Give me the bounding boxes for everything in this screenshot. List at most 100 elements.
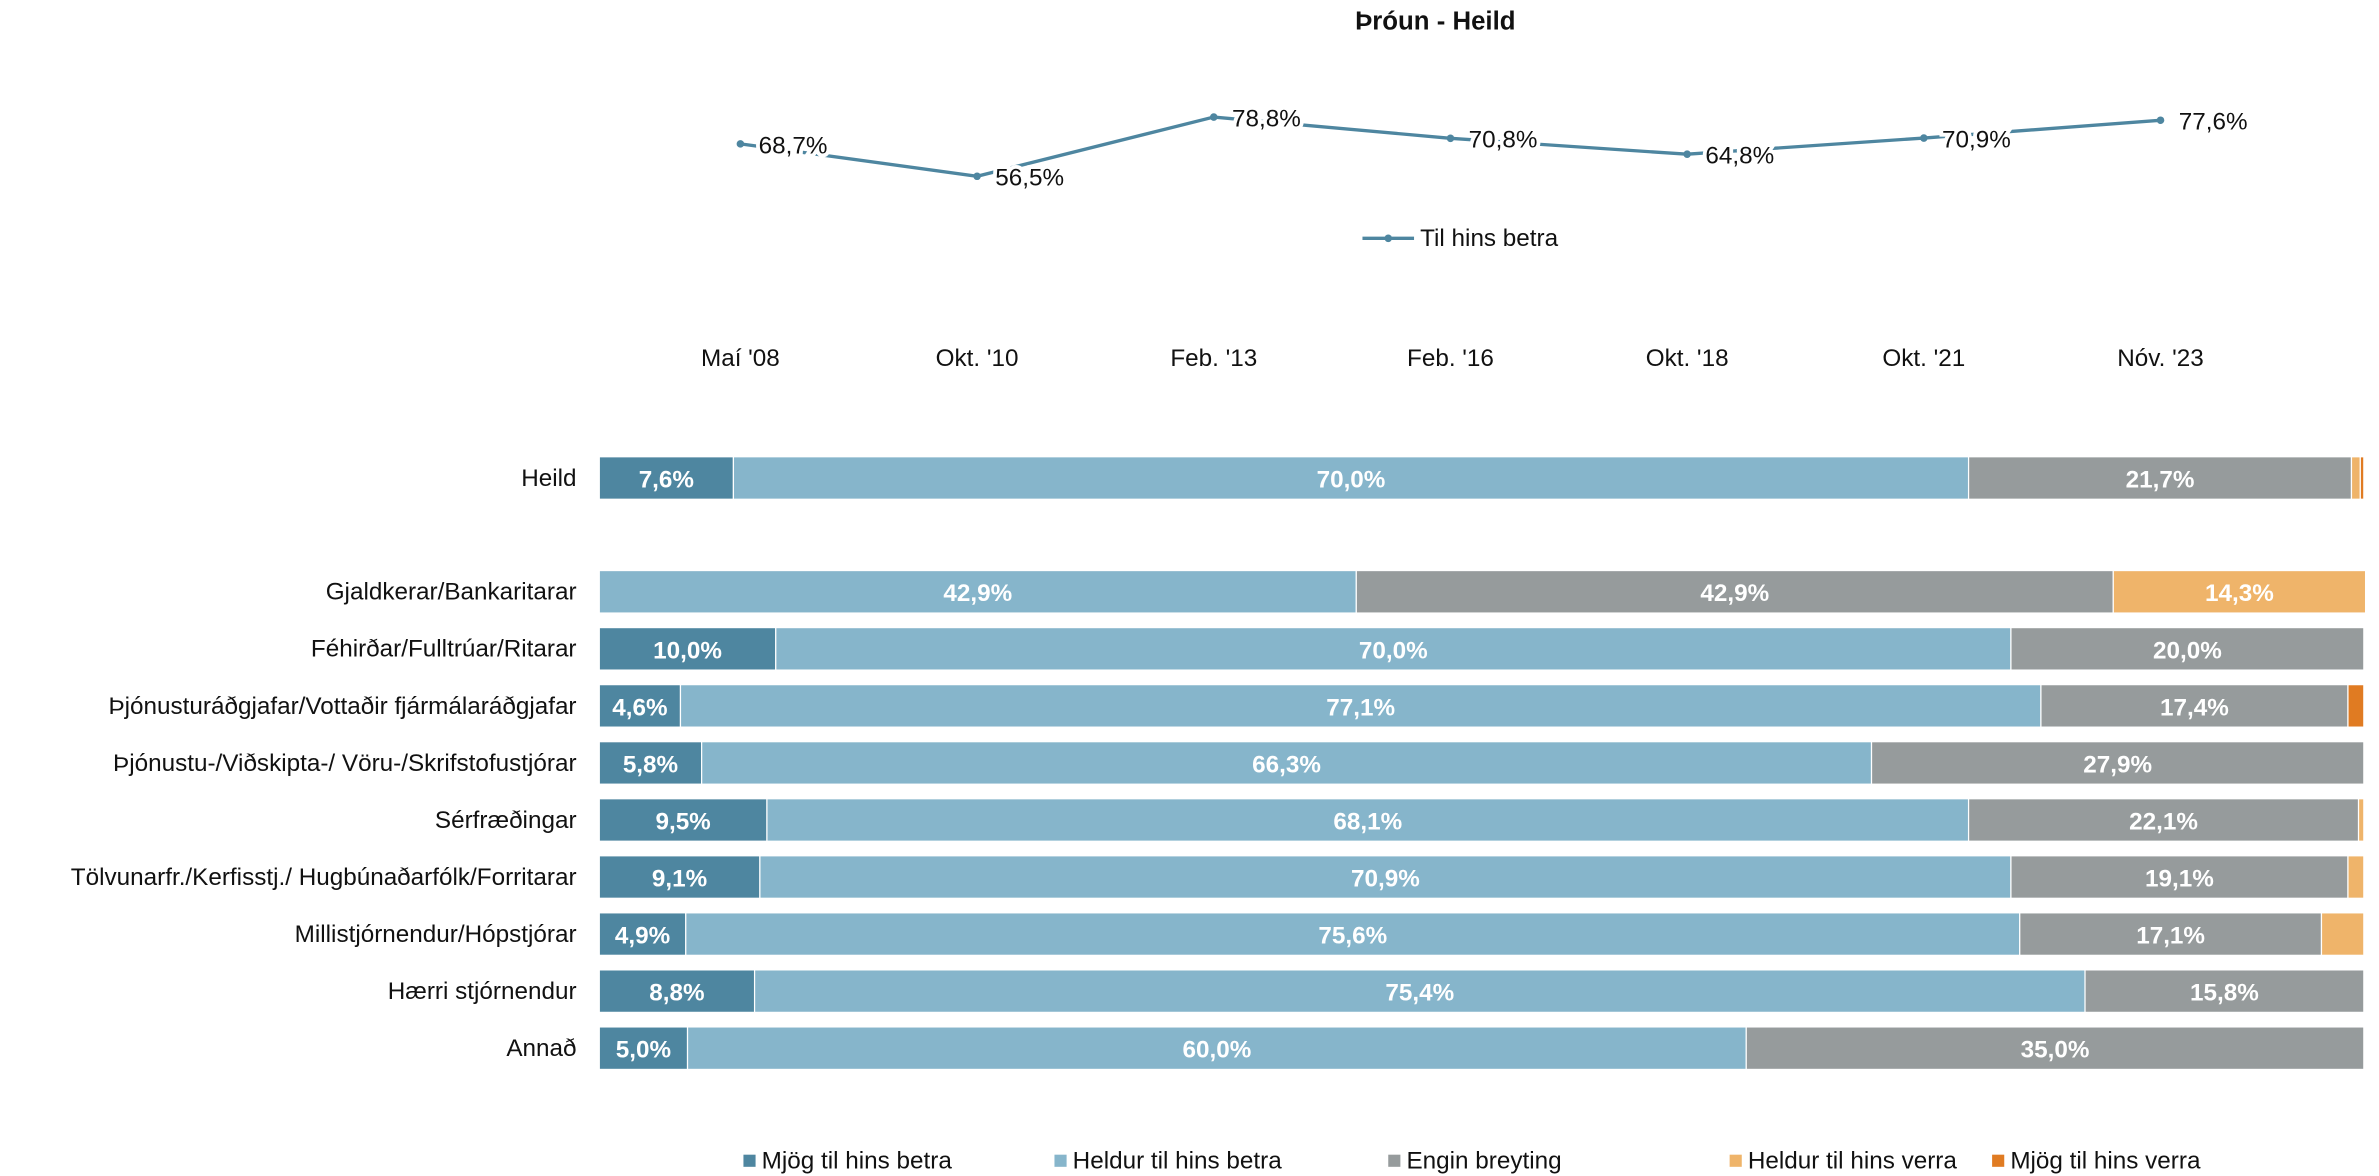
x-tick-label: Okt. '10 — [936, 345, 1019, 372]
bar-segment — [2359, 456, 2365, 500]
data-label: 7,6% — [639, 466, 694, 493]
data-label: 22,1% — [2129, 808, 2198, 835]
x-tick-label: Maí '08 — [701, 345, 780, 372]
bar-segment — [701, 741, 1873, 785]
y-tick-label: Gjaldkerar/Bankaritarar — [326, 579, 577, 606]
data-label: 56,5% — [995, 165, 1064, 192]
data-label: 68,1% — [1333, 808, 1402, 835]
bar-segment — [2320, 912, 2365, 956]
legend-label: Heldur til hins betra — [1073, 1148, 1283, 1175]
data-label: 75,4% — [1385, 980, 1454, 1007]
data-label: 42,9% — [943, 580, 1012, 607]
data-label: 70,9% — [1942, 126, 2011, 153]
point — [736, 140, 745, 148]
y-tick-label: Tölvunarfr./Kerfisstj./ Hugbúnaðarfólk/F… — [71, 864, 577, 891]
x-tick-label: Feb. '16 — [1407, 345, 1494, 372]
data-label: 70,9% — [1351, 865, 1420, 892]
data-label: 77,6% — [2179, 109, 2248, 136]
legend-swatch — [1054, 1154, 1067, 1167]
bar-segment — [753, 969, 2086, 1013]
bar-segment — [775, 626, 2012, 671]
chart-title: Þróun - Heild — [1355, 8, 1515, 36]
bar-segment — [732, 456, 1970, 500]
bar-segment — [759, 855, 2012, 899]
data-label: 78,8% — [1232, 105, 1301, 132]
y-tick-label: Féhirðar/Fulltrúar/Ritarar — [311, 636, 577, 663]
data-label: 17,4% — [2160, 694, 2229, 721]
legend-swatch — [743, 1154, 756, 1167]
bar-segment — [2350, 456, 2361, 500]
data-label: 42,9% — [1700, 580, 1769, 607]
data-label: 66,3% — [1252, 751, 1321, 778]
data-label: 27,9% — [2083, 751, 2152, 778]
legend-marker — [1384, 234, 1393, 243]
point — [1920, 134, 1928, 142]
bar-segment — [2347, 855, 2365, 899]
bar-segment — [598, 798, 768, 842]
y-tick-label: Annað — [506, 1035, 576, 1062]
data-label: 75,6% — [1318, 923, 1387, 950]
bar-segment — [2347, 684, 2365, 728]
y-tick-label: Þjónusturáðgjafar/Vottaðir fjármálaráðgj… — [108, 693, 576, 720]
y-tick-label: Þjónustu-/Viðskipta-/ Vöru-/Skrifstofust… — [113, 750, 576, 777]
data-label: 70,0% — [1317, 466, 1386, 493]
legend-label: Mjög til hins betra — [762, 1148, 953, 1175]
legend-label: Til hins betra — [1420, 225, 1559, 252]
data-label: 10,0% — [653, 637, 722, 664]
legend-swatch — [1729, 1154, 1742, 1167]
bar-segment — [598, 912, 687, 956]
data-label: 77,1% — [1326, 694, 1395, 721]
point — [973, 172, 981, 181]
data-label: 70,8% — [1469, 127, 1538, 154]
data-label: 20,0% — [2153, 637, 2222, 664]
data-label: 15,8% — [2190, 980, 2259, 1007]
bar-segment — [1967, 456, 2353, 500]
data-label: 4,6% — [612, 694, 667, 721]
bar-segment — [1745, 1026, 2365, 1071]
bar-segment — [2040, 684, 2349, 728]
bar-segment — [2010, 626, 2365, 671]
point — [1446, 134, 1455, 143]
bar-segment — [598, 626, 777, 671]
bar-segment — [685, 912, 2021, 956]
data-label: 21,7% — [2126, 466, 2195, 493]
data-label: 9,1% — [652, 865, 707, 892]
bar-segment — [2010, 855, 2349, 899]
bar-segment — [2084, 969, 2365, 1013]
x-tick-label: Okt. '18 — [1646, 345, 1729, 372]
data-label: 5,8% — [623, 751, 678, 778]
bar-segment — [1870, 741, 2365, 785]
y-tick-label: Hærri stjórnendur — [388, 978, 577, 1005]
bar-segment — [2112, 569, 2367, 614]
bar-segment — [598, 456, 735, 500]
legend-swatch — [1388, 1154, 1401, 1167]
data-label: 19,1% — [2145, 865, 2214, 892]
legend-label: Heldur til hins verra — [1748, 1148, 1958, 1175]
y-tick-label: Millistjórnendur/Hópstjórar — [295, 921, 577, 948]
bar-segment — [766, 798, 1970, 842]
legend-label: Mjög til hins verra — [2010, 1148, 2201, 1175]
bar-segment — [2357, 798, 2365, 842]
data-label: 5,0% — [616, 1037, 671, 1064]
data-label: 64,8% — [1705, 143, 1774, 170]
data-label: 8,8% — [649, 980, 704, 1007]
bar-segment — [679, 684, 2042, 728]
point — [1683, 150, 1691, 159]
point — [1209, 113, 1218, 121]
bar-segment — [1967, 798, 2360, 842]
legend-swatch — [1992, 1154, 2005, 1167]
bar-segment — [2019, 912, 2323, 956]
bar-segment — [598, 569, 1357, 614]
data-label: 4,9% — [615, 923, 670, 950]
data-label: 60,0% — [1182, 1037, 1251, 1064]
data-label: 35,0% — [2021, 1037, 2090, 1064]
x-tick-label: Okt. '21 — [1882, 345, 1965, 372]
bar-segment — [598, 684, 682, 728]
data-label: 70,0% — [1359, 637, 1428, 664]
data-label: 17,1% — [2136, 923, 2205, 950]
y-tick-label: Heild — [521, 465, 576, 492]
legend-label: Engin breyting — [1406, 1148, 1561, 1175]
x-tick-label: Feb. '13 — [1170, 345, 1257, 372]
data-label: 9,5% — [655, 808, 710, 835]
